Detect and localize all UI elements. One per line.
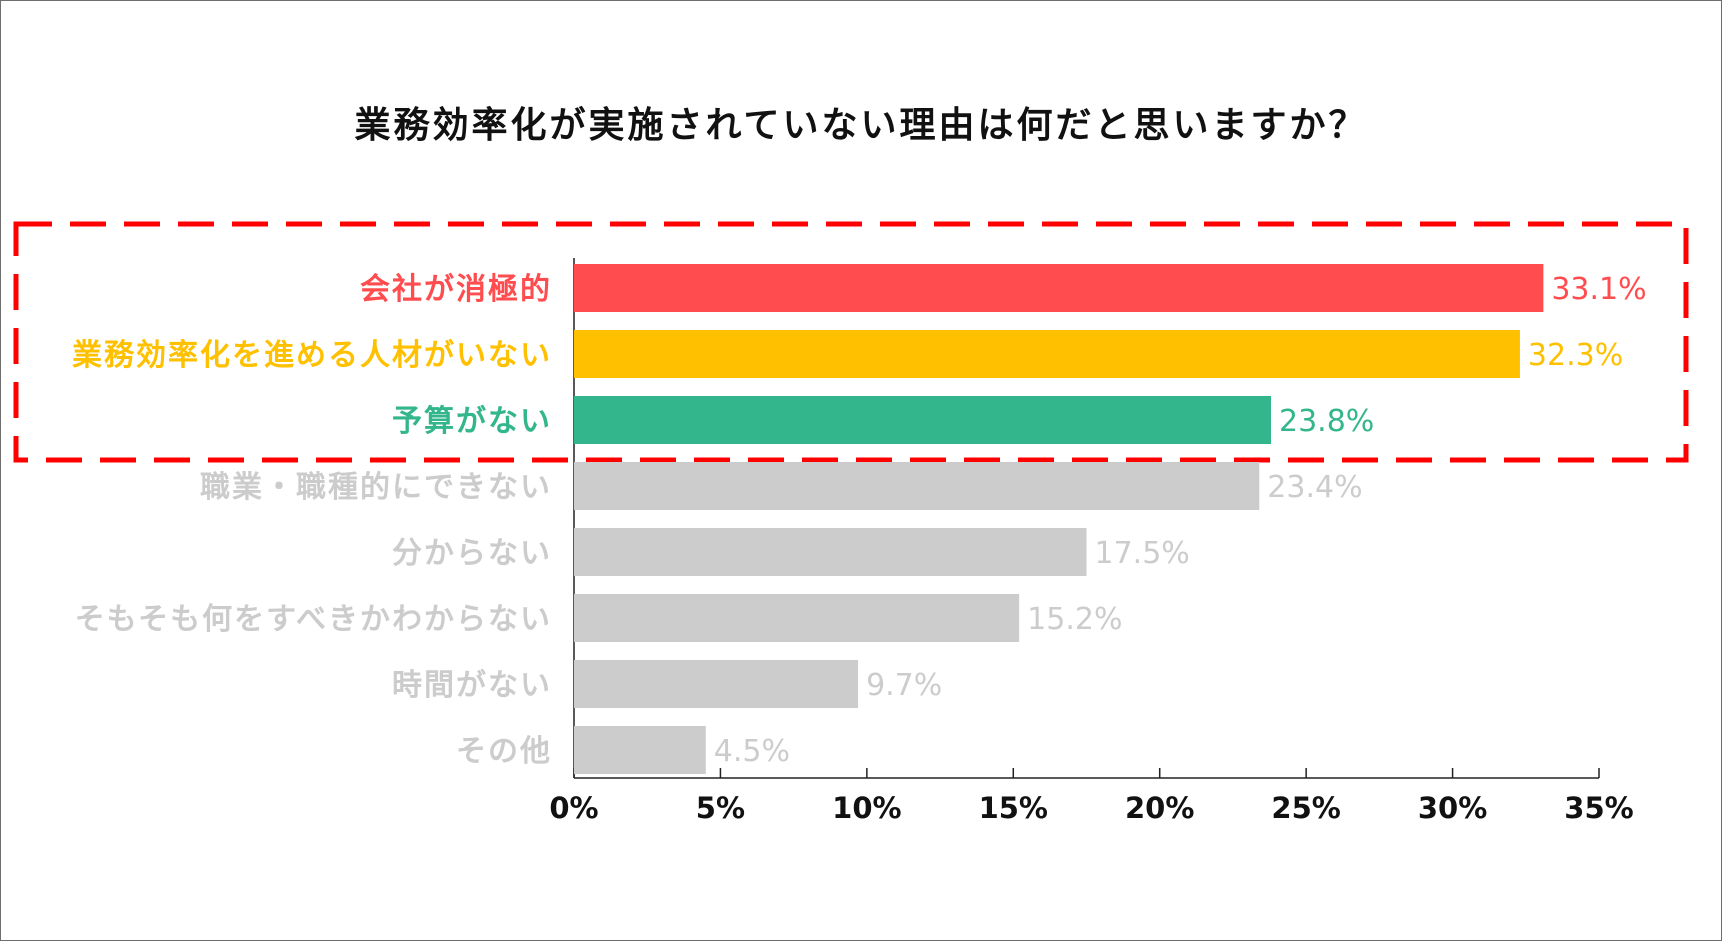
x-tick-label: 25% xyxy=(1271,791,1340,825)
bar xyxy=(574,264,1544,312)
x-tick-label: 15% xyxy=(979,791,1048,825)
x-tick-label: 0% xyxy=(549,791,598,825)
chart-title: 業務効率化が実施されていない理由は何だと思いますか？ xyxy=(354,105,1368,146)
bar xyxy=(574,528,1087,576)
bar xyxy=(574,660,859,708)
bar xyxy=(574,594,1020,642)
value-label: 23.4% xyxy=(1267,470,1362,505)
x-tick-label: 10% xyxy=(832,791,901,825)
value-label: 23.8% xyxy=(1279,404,1374,439)
bar xyxy=(574,330,1520,378)
category-label: そもそも何をすべきかわからない xyxy=(75,602,552,637)
category-label: 会社が消極的 xyxy=(360,272,552,307)
value-label: 17.5% xyxy=(1095,536,1190,571)
bar xyxy=(574,396,1271,444)
category-label: 時間がない xyxy=(392,668,552,703)
value-label: 32.3% xyxy=(1528,338,1623,373)
x-tick-label: 35% xyxy=(1564,791,1633,825)
bar xyxy=(574,462,1260,510)
category-label: その他 xyxy=(456,734,552,769)
value-label: 15.2% xyxy=(1027,602,1122,637)
category-label: 予算がない xyxy=(392,404,552,439)
category-label: 業務効率化を進める人材がいない xyxy=(72,338,552,373)
value-label: 33.1% xyxy=(1551,272,1646,307)
bar xyxy=(574,726,706,774)
category-label: 職業・職種的にできない xyxy=(200,470,552,505)
x-tick-label: 30% xyxy=(1418,791,1487,825)
x-tick-label: 20% xyxy=(1125,791,1194,825)
value-label: 9.7% xyxy=(866,668,942,703)
category-label: 分からない xyxy=(392,536,552,571)
value-label: 4.5% xyxy=(714,734,790,769)
highlight-box xyxy=(13,221,1689,463)
x-tick-label: 5% xyxy=(696,791,745,825)
